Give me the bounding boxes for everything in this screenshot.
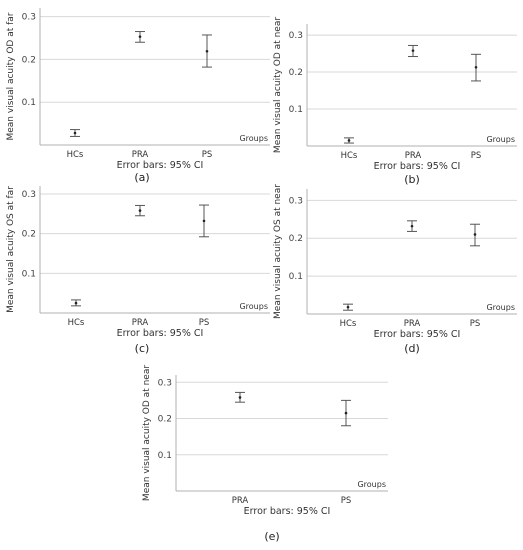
x-tick-label: HCs xyxy=(68,318,85,328)
y-tick-label: 0.2 xyxy=(22,230,36,240)
x-axis-title: Groups xyxy=(357,480,386,489)
y-tick-label: 0.2 xyxy=(22,55,36,65)
x-tick-label: PRA xyxy=(132,318,149,328)
chart-panel-e: 0.1 0.2 0.3 Mean visual acuity OD at near Gr… xyxy=(142,365,388,543)
error-bar-note: Error bars: 95% CI xyxy=(244,506,331,517)
panel-caption: (a) xyxy=(134,171,149,184)
y-tick-label: 0.2 xyxy=(289,68,303,78)
error-bar-note: Error bars: 95% CI xyxy=(117,328,204,339)
error-bar-pra xyxy=(135,204,145,217)
error-bar-note: Error bars: 95% CI xyxy=(374,329,461,340)
mean-point xyxy=(474,65,478,69)
error-bar-note: Error bars: 95% CI xyxy=(374,161,461,172)
y-tick-label: 0.1 xyxy=(22,269,36,279)
y-tick-label: 0.1 xyxy=(158,451,172,461)
mean-point xyxy=(344,411,348,415)
x-axis-title: Groups xyxy=(486,135,515,144)
mean-point xyxy=(202,219,206,223)
error-bar-ps xyxy=(470,223,480,247)
mean-point xyxy=(138,35,142,38)
y-tick-label: 0.1 xyxy=(22,98,36,108)
x-tick-label: HCs xyxy=(341,151,358,161)
error-bar-hcs xyxy=(71,299,81,307)
error-bar-pra xyxy=(235,391,245,403)
y-tick-label: 0.3 xyxy=(289,196,303,206)
x-tick-label: PS xyxy=(341,496,352,506)
mean-point xyxy=(138,209,142,212)
chart-panel-c: 0.1 0.2 0.3 Mean visual acuity OS at far Gro… xyxy=(6,186,270,355)
y-tick-label: 0.3 xyxy=(158,378,172,388)
y-axis-title: Mean visual acuity OS at near xyxy=(273,184,283,319)
error-bar-hcs xyxy=(344,137,354,144)
mean-point xyxy=(73,131,77,135)
error-bar-ps xyxy=(471,53,481,82)
x-tick-label: PRA xyxy=(405,151,422,161)
error-bar-ps xyxy=(202,34,212,68)
y-tick-label: 0.1 xyxy=(289,105,303,115)
x-tick-label: PS xyxy=(202,150,213,160)
x-tick-label: PRA xyxy=(132,150,149,160)
chart-panel-d: 0.1 0.2 0.3 Mean visual acuity OS at near Gr… xyxy=(273,184,517,355)
panel-caption: (c) xyxy=(135,342,150,355)
error-bar-pra xyxy=(407,220,417,232)
error-bar-pra xyxy=(408,44,418,58)
error-bar-hcs xyxy=(343,303,353,311)
mean-point xyxy=(74,301,78,305)
chart-panel-a: 0.1 0.2 0.3 Mean visual acuity OD at far Gro… xyxy=(6,8,270,184)
y-tick-label: 0.3 xyxy=(22,190,36,200)
x-tick-label: PS xyxy=(470,319,481,329)
mean-point xyxy=(238,396,242,399)
y-axis-title: Mean visual acuity OS at far xyxy=(6,186,16,313)
error-bar-ps xyxy=(341,399,351,427)
x-tick-label: HCs xyxy=(67,150,84,160)
x-tick-label: HCs xyxy=(340,319,357,329)
y-axis-title: Mean visual acuity OD at far xyxy=(6,12,16,140)
error-bar-hcs xyxy=(70,129,80,137)
mean-point xyxy=(346,305,350,309)
x-tick-label: PRA xyxy=(404,319,421,329)
mean-point xyxy=(347,139,351,142)
y-axis-title: Mean visual acuity OD at near xyxy=(142,365,152,501)
x-tick-label: PS xyxy=(471,151,482,161)
x-axis-title: Groups xyxy=(239,134,268,143)
panel-caption: (d) xyxy=(404,342,420,355)
error-bar-note: Error bars: 95% CI xyxy=(117,160,204,171)
panel-caption: (b) xyxy=(404,173,420,186)
x-tick-label: PS xyxy=(199,318,210,328)
y-tick-label: 0.3 xyxy=(22,13,36,23)
x-tick-label: PRA xyxy=(232,496,249,506)
mean-point xyxy=(205,49,209,53)
y-tick-label: 0.3 xyxy=(289,31,303,41)
error-bar-pra xyxy=(135,31,145,43)
y-axis-title: Mean visual acuity OD at near xyxy=(273,17,283,153)
mean-point xyxy=(410,224,414,228)
mean-point xyxy=(473,233,477,236)
chart-panel-b: 0.1 0.2 0.3 Mean visual acuity OD at near Gr… xyxy=(273,17,517,186)
mean-point xyxy=(411,49,415,52)
x-axis-title: Groups xyxy=(239,302,268,311)
error-bar-ps xyxy=(199,204,209,238)
panel-caption: (e) xyxy=(264,530,279,543)
y-tick-label: 0.2 xyxy=(158,415,172,425)
y-tick-label: 0.2 xyxy=(289,234,303,244)
x-axis-title: Groups xyxy=(486,303,515,312)
y-tick-label: 0.1 xyxy=(289,272,303,282)
